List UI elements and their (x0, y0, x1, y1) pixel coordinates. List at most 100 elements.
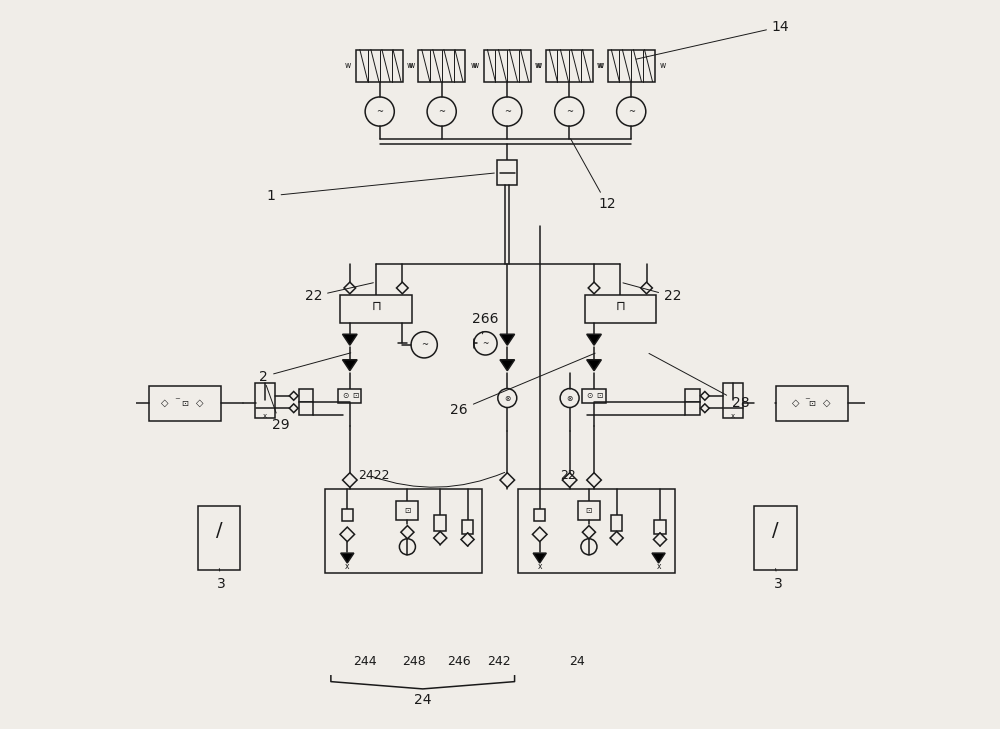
Text: ◇: ◇ (823, 398, 830, 408)
Polygon shape (652, 553, 665, 563)
Text: 22: 22 (623, 283, 682, 303)
Text: ◇: ◇ (791, 398, 799, 408)
Polygon shape (289, 391, 298, 400)
Text: x: x (731, 413, 735, 419)
Polygon shape (641, 282, 652, 294)
Bar (654, 520, 666, 534)
Polygon shape (610, 531, 623, 545)
Circle shape (493, 97, 522, 126)
Text: x: x (263, 413, 267, 419)
Text: 22: 22 (305, 283, 373, 303)
Polygon shape (344, 282, 356, 294)
Text: x: x (345, 562, 350, 572)
Text: ⊡: ⊡ (586, 506, 592, 515)
Polygon shape (587, 335, 601, 346)
Text: ◇: ◇ (196, 398, 203, 408)
Circle shape (365, 97, 394, 126)
Text: 22: 22 (560, 469, 576, 482)
Bar (198, 506, 240, 570)
Polygon shape (341, 553, 354, 563)
Polygon shape (588, 282, 600, 294)
Text: ⊡: ⊡ (809, 399, 816, 408)
Text: ~: ~ (805, 396, 811, 402)
Polygon shape (289, 404, 298, 413)
Bar (299, 402, 313, 415)
Polygon shape (343, 360, 357, 371)
Text: 3: 3 (774, 569, 783, 590)
Text: ⊓: ⊓ (371, 300, 381, 313)
Text: w: w (472, 61, 478, 70)
Text: 26: 26 (450, 353, 595, 417)
Polygon shape (700, 404, 709, 413)
Circle shape (498, 389, 517, 408)
Bar (585, 295, 656, 323)
Text: ⊗: ⊗ (566, 394, 573, 402)
Text: ~: ~ (504, 107, 511, 116)
Text: ⊙: ⊙ (342, 391, 349, 400)
Bar (608, 50, 655, 82)
Polygon shape (700, 391, 709, 400)
Text: ⊗: ⊗ (504, 394, 510, 402)
Bar (342, 509, 353, 521)
Text: 246: 246 (447, 655, 470, 668)
Bar (255, 383, 275, 418)
Text: w: w (409, 61, 415, 70)
Text: 24: 24 (414, 693, 431, 707)
Polygon shape (653, 533, 667, 546)
Polygon shape (587, 360, 601, 371)
Polygon shape (533, 553, 546, 563)
Bar (299, 389, 313, 402)
Polygon shape (532, 527, 547, 542)
Text: 266: 266 (472, 312, 499, 334)
Text: w: w (660, 61, 666, 70)
Text: 3: 3 (217, 569, 226, 590)
Text: w: w (345, 61, 351, 70)
Polygon shape (461, 533, 474, 546)
Bar (484, 50, 531, 82)
Text: ⊡: ⊡ (597, 391, 603, 400)
Text: 28: 28 (649, 354, 749, 410)
Polygon shape (500, 335, 515, 346)
Text: 1: 1 (267, 173, 494, 203)
Text: w: w (470, 61, 477, 70)
Text: w: w (598, 61, 604, 70)
Bar (497, 160, 517, 185)
Circle shape (555, 97, 584, 126)
Bar (578, 501, 600, 520)
Bar (611, 515, 622, 531)
Bar (776, 386, 848, 421)
Text: ⊓: ⊓ (615, 300, 625, 313)
Text: /: / (216, 521, 223, 540)
Text: ~: ~ (628, 107, 635, 116)
Polygon shape (434, 531, 447, 545)
Text: 14: 14 (636, 20, 790, 59)
Text: /: / (772, 521, 779, 540)
Text: w: w (596, 61, 602, 70)
Bar (434, 515, 446, 531)
Circle shape (560, 389, 579, 408)
Polygon shape (582, 526, 595, 539)
Text: w: w (407, 61, 413, 70)
Polygon shape (401, 526, 414, 539)
Text: ⊙: ⊙ (586, 391, 593, 400)
Circle shape (474, 332, 497, 355)
Polygon shape (500, 472, 515, 488)
Circle shape (399, 539, 415, 555)
Polygon shape (343, 335, 357, 346)
Bar (518, 488, 675, 573)
Text: ⊡: ⊡ (182, 399, 189, 408)
Circle shape (411, 332, 437, 358)
Text: ◇: ◇ (161, 398, 168, 408)
Circle shape (617, 97, 646, 126)
Bar (685, 389, 700, 402)
Text: 12: 12 (571, 139, 616, 211)
Bar (723, 383, 743, 418)
Bar (356, 50, 403, 82)
Text: w: w (534, 61, 540, 70)
Bar (582, 389, 606, 403)
Text: 2422: 2422 (358, 469, 389, 482)
Polygon shape (343, 472, 357, 488)
Text: ⊡: ⊡ (404, 506, 411, 515)
Bar (534, 509, 545, 521)
Text: ~: ~ (438, 107, 445, 116)
